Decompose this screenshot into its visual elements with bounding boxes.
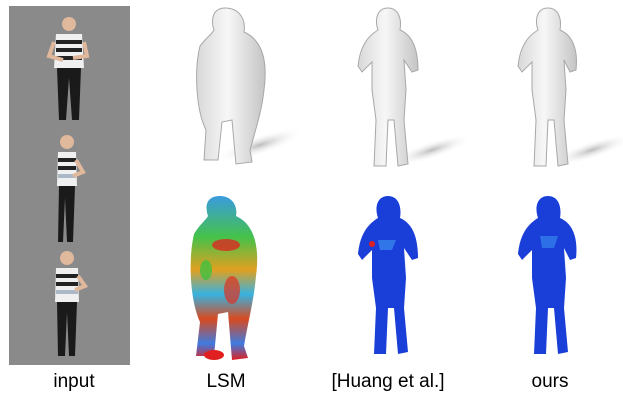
input-view-front	[46, 17, 90, 120]
input-view-side	[57, 135, 86, 242]
input-photo-panel	[9, 6, 130, 365]
lsm-mesh	[196, 7, 303, 165]
caption-input: input	[53, 371, 95, 392]
input-view-back	[55, 251, 89, 356]
ours-mesh	[517, 7, 623, 167]
caption-ours: ours	[531, 371, 569, 392]
input-person-views	[46, 17, 90, 356]
huang-error-heatmap	[358, 196, 418, 354]
huang-mesh	[357, 7, 473, 167]
caption-lsm: LSM	[206, 371, 246, 392]
lsm-error-heatmap	[190, 196, 258, 360]
caption-huang: [Huang et al.]	[331, 371, 445, 392]
ours-error-heatmap	[518, 196, 577, 354]
